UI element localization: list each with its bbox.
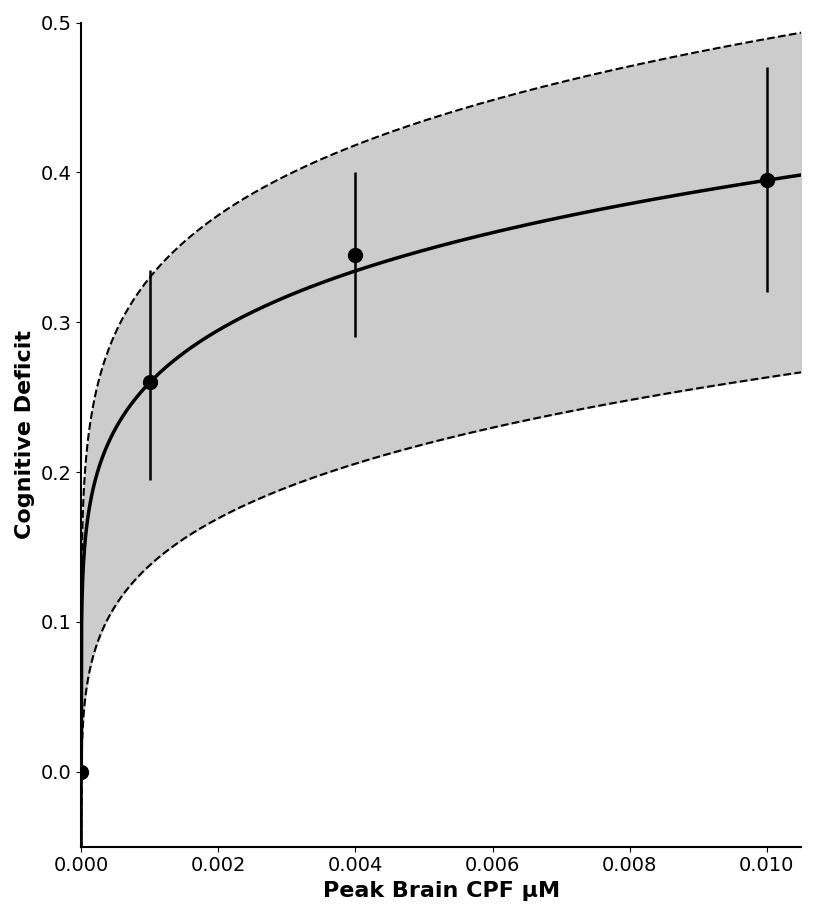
X-axis label: Peak Brain CPF μM: Peak Brain CPF μM xyxy=(322,881,560,901)
Y-axis label: Cognitive Deficit: Cognitive Deficit xyxy=(15,330,35,540)
